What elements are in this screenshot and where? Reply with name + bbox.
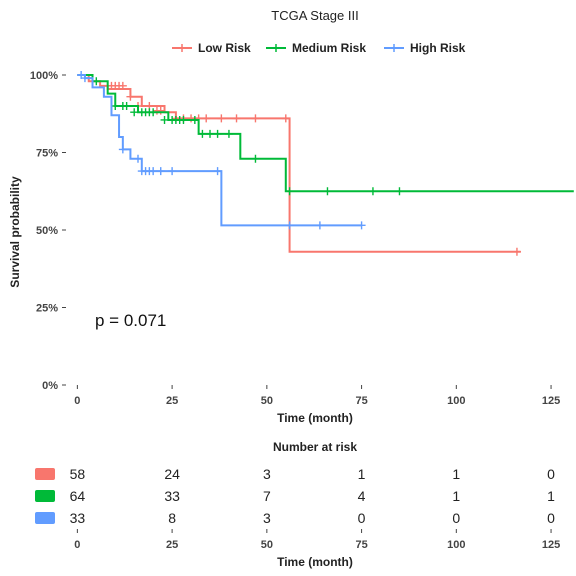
medium-risk-censor-mark (285, 187, 294, 196)
high-risk-survival-curve (77, 74, 362, 227)
high-risk-risk-swatch (35, 512, 55, 524)
low-risk-censor-mark (217, 114, 226, 123)
x-axis-label: Time (month) (277, 411, 353, 425)
medium-risk-censor-mark (323, 187, 332, 196)
medium-risk-at-risk-value: 7 (263, 488, 271, 504)
medium-risk-censor-mark (368, 187, 377, 196)
chart-title: TCGA Stage III (271, 8, 358, 23)
high-risk-censor-mark (149, 167, 158, 176)
medium-risk-censor-mark (92, 77, 101, 86)
high-risk-censor-mark (80, 74, 89, 83)
high-risk-at-risk-value: 8 (168, 510, 176, 526)
x-tick-label: 25 (166, 395, 178, 407)
low-risk-at-risk-value: 1 (452, 466, 460, 482)
medium-risk-censor-mark (149, 108, 158, 117)
low-risk-censor-mark (512, 247, 521, 256)
low-risk-censor-mark (156, 106, 165, 115)
high-risk-censor-mark (134, 154, 142, 163)
low-risk-censor-mark (251, 114, 260, 123)
low-risk-at-risk-value: 3 (263, 466, 271, 482)
risk-table-title: Number at risk (273, 440, 357, 454)
y-tick-label: 50% (36, 225, 58, 237)
high-risk-censor-mark (168, 167, 177, 176)
medium-risk-censor-mark (190, 115, 199, 124)
medium-risk-legend-label: Medium Risk (292, 41, 366, 55)
risk-table-x-tick-label: 25 (166, 539, 178, 551)
high-risk-legend-label: High Risk (410, 41, 466, 55)
medium-risk-censor-mark (130, 108, 139, 117)
high-risk-at-risk-value: 0 (547, 510, 555, 526)
high-risk-at-risk-value: 0 (452, 510, 460, 526)
high-risk-censor-mark (118, 145, 127, 154)
risk-table: 58 24 3 1 1 0 64 33 7 4 1 1 33 8 3 0 0 0 0 25 50 75 100 125 (35, 466, 560, 551)
y-axis-label: Survival probability (8, 176, 22, 288)
high-risk-censor-mark (357, 221, 366, 230)
x-tick-label: 0 (74, 395, 80, 407)
medium-risk-at-risk-value: 1 (452, 488, 460, 504)
medium-risk-censor-mark (111, 102, 120, 110)
high-risk-censor-mark (213, 167, 222, 176)
low-risk-censor-mark (126, 92, 135, 101)
low-risk-risk-swatch (35, 468, 55, 480)
low-risk-at-risk-value: 58 (70, 466, 86, 482)
medium-risk-censor-mark (213, 129, 222, 138)
x-tick-label: 100 (447, 395, 465, 407)
low-risk-at-risk-value: 0 (547, 466, 555, 482)
high-risk-at-risk-value: 33 (70, 510, 86, 526)
risk-table-x-axis-label: Time (month) (277, 555, 353, 569)
low-risk-censor-mark (187, 114, 196, 123)
risk-table-x-tick-label: 100 (447, 539, 465, 551)
low-risk-at-risk-value: 1 (358, 466, 366, 482)
medium-risk-censor-mark (179, 115, 188, 124)
medium-risk-censor-mark (206, 129, 214, 138)
low-risk-censor-mark (118, 81, 127, 90)
medium-risk-censor-mark (160, 115, 169, 124)
risk-table-x-tick-label: 125 (542, 539, 560, 551)
medium-risk-censor-mark (395, 187, 404, 196)
low-risk-censor-mark (281, 114, 290, 123)
x-tick-label: 50 (261, 395, 273, 407)
x-tick-label: 75 (355, 395, 367, 407)
high-risk-censor-mark (285, 221, 294, 230)
y-tick-label: 100% (30, 70, 58, 82)
medium-risk-at-risk-value: 4 (358, 488, 366, 504)
low-risk-legend-label: Low Risk (198, 41, 251, 55)
y-tick-label: 75% (36, 148, 58, 160)
low-risk-at-risk-value: 24 (164, 466, 180, 482)
medium-risk-at-risk-value: 33 (164, 488, 180, 504)
medium-risk-risk-swatch (35, 490, 55, 502)
medium-risk-at-risk-value: 1 (547, 488, 555, 504)
high-risk-censor-mark (315, 221, 324, 230)
medium-risk-censor-mark (122, 102, 131, 110)
legend: Low Risk Medium Risk High Risk (172, 41, 466, 55)
y-tick-label: 25% (36, 303, 58, 315)
medium-risk-censor-mark (251, 154, 260, 163)
medium-risk-censor-mark (198, 129, 207, 138)
x-tick-label: 125 (542, 395, 560, 407)
high-risk-at-risk-value: 0 (358, 510, 366, 526)
km-plot: 0% 25% 50% 75% 100% 0 25 50 75 100 125 (30, 70, 574, 407)
risk-table-x-tick-label: 50 (261, 539, 273, 551)
y-tick-label: 0% (42, 380, 58, 392)
high-risk-censor-mark (156, 167, 165, 176)
medium-risk-at-risk-value: 64 (70, 488, 86, 504)
risk-table-x-tick-label: 75 (355, 539, 367, 551)
low-risk-censor-mark (202, 114, 211, 123)
risk-table-x-tick-label: 0 (74, 539, 80, 551)
medium-risk-survival-curve (77, 74, 574, 193)
medium-risk-censor-mark (224, 129, 233, 138)
low-risk-censor-mark (232, 114, 241, 123)
p-value-annotation: p = 0.071 (95, 311, 166, 330)
high-risk-at-risk-value: 3 (263, 510, 271, 526)
